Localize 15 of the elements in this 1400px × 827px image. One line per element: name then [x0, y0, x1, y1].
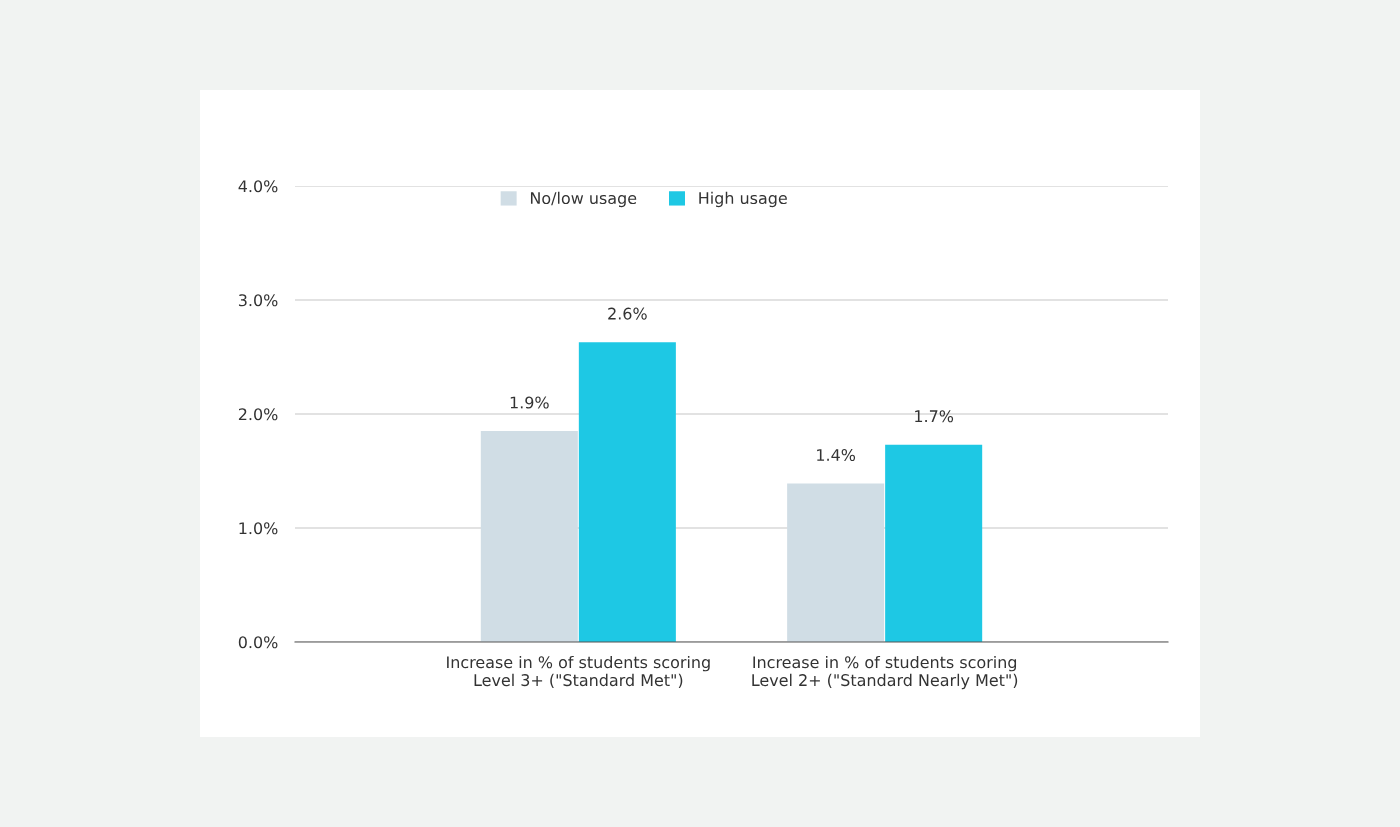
x-tick-label: Increase in % of students scoring Level 2+ ("Standard Nearly Met") — [752, 655, 1018, 690]
legend-label: High usage — [699, 191, 787, 208]
data-label: 1.7% — [915, 410, 954, 423]
y-tick-label: 1.0% — [239, 522, 278, 535]
x-tick-label: Increase in % of students scoring Level 3+ ("Standard Met") — [447, 655, 710, 689]
y-tick-label: 0.0% — [238, 636, 278, 649]
bar — [578, 342, 676, 642]
y-tick-label: 4.0% — [238, 180, 278, 193]
bar — [885, 444, 983, 642]
data-label: 1.9% — [510, 396, 549, 409]
y-tick-label: 3.0% — [238, 294, 278, 307]
y-tick-label: 2.0% — [238, 408, 278, 421]
legend-label: No/low usage — [530, 191, 637, 208]
data-label: 2.6% — [608, 307, 647, 320]
data-label: 1.4% — [817, 448, 856, 461]
